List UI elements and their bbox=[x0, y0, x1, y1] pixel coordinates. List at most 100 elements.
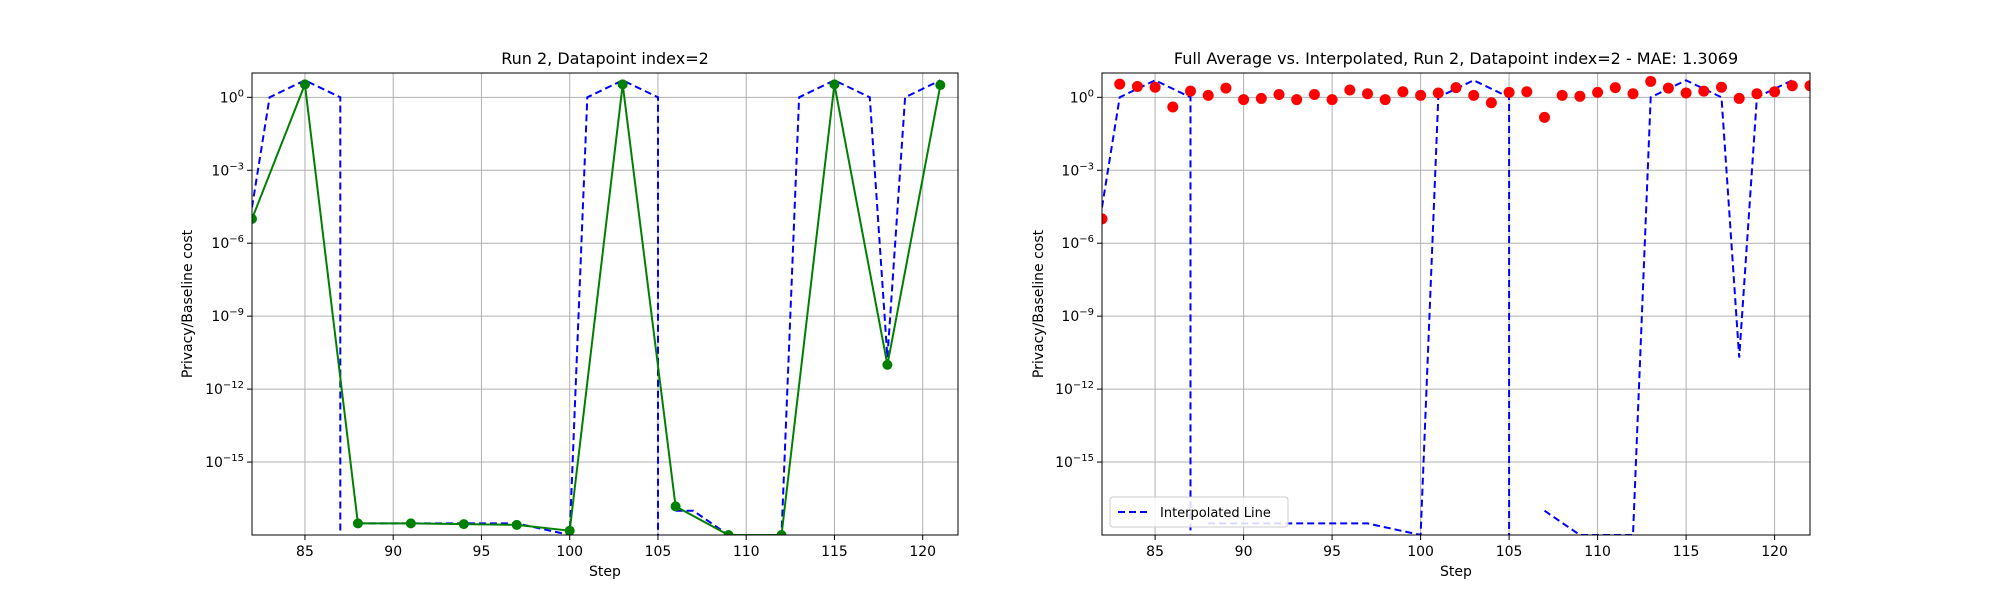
left-chart-x-axis-label: Step bbox=[589, 564, 621, 580]
right-chart-scatter-point-20 bbox=[1450, 82, 1462, 94]
right-chart-scatter-point-31 bbox=[1645, 75, 1657, 87]
left-chart-marker-1 bbox=[299, 79, 310, 90]
right-chart-y-axis-label: Privacy/Baseline cost bbox=[1031, 229, 1047, 378]
right-chart-x-tick-label-115: 115 bbox=[1673, 544, 1700, 560]
right-chart-scatter-point-4 bbox=[1167, 101, 1179, 113]
left-chart-x-tick-label-110: 110 bbox=[733, 544, 760, 560]
right-chart-x-tick-label-95: 95 bbox=[1323, 544, 1341, 560]
right-chart-x-axis-label: Step bbox=[1440, 564, 1472, 580]
right-chart-scatter-point-9 bbox=[1255, 92, 1267, 104]
right-chart-y-tick-label-4: 10−12 bbox=[1055, 380, 1094, 398]
right-chart-x-tick-label-100: 100 bbox=[1407, 544, 1434, 560]
left-chart-marker-5 bbox=[511, 519, 522, 530]
right-chart-scatter-point-17 bbox=[1397, 86, 1409, 98]
left-chart-marker-11 bbox=[829, 79, 840, 90]
right-chart-legend-box bbox=[1109, 496, 1289, 528]
left-chart-marker-8 bbox=[670, 501, 681, 512]
right-chart-scatter-point-24 bbox=[1521, 86, 1533, 98]
right-chart-scatter-point-19 bbox=[1432, 87, 1444, 99]
right-chart-scatter-point-38 bbox=[1769, 86, 1781, 98]
right-chart-scatter-point-32 bbox=[1662, 82, 1674, 94]
left-chart-marker-6 bbox=[564, 525, 575, 535]
right-chart-x-tick-label-90: 90 bbox=[1235, 544, 1253, 560]
right-chart-scatter-point-18 bbox=[1415, 89, 1427, 101]
left-chart-plot: 85 90 95 100 105 110 115 120 100 10−3 10−6 10−9 10−1… bbox=[205, 72, 959, 560]
right-chart-x-tick-label-85: 85 bbox=[1146, 544, 1164, 560]
right-chart-scatter-point-15 bbox=[1362, 88, 1373, 100]
right-chart-scatter-point-3 bbox=[1149, 81, 1161, 93]
right-chart-scatter-point-30 bbox=[1627, 88, 1639, 100]
right-chart-scatter-point-2 bbox=[1131, 80, 1143, 92]
right-chart: Full Average vs. Interpolated, Run 2, Da… bbox=[1031, 49, 1811, 580]
right-chart-scatter-point-28 bbox=[1592, 86, 1604, 98]
left-chart-x-tick-label-95: 95 bbox=[473, 544, 491, 560]
right-chart-scatter-point-21 bbox=[1468, 89, 1480, 101]
left-chart-title: Run 2, Datapoint index=2 bbox=[501, 49, 709, 68]
left-chart-marker-0 bbox=[252, 213, 257, 224]
left-chart-marker-2 bbox=[352, 518, 363, 529]
left-chart-dashed-line-segment-0 bbox=[252, 79, 342, 535]
left-chart-x-tick-label-90: 90 bbox=[384, 544, 402, 560]
right-chart-scatter-point-29 bbox=[1609, 82, 1621, 94]
left-chart-y-tick-label-2: 10−6 bbox=[211, 234, 244, 252]
right-chart-legend-label: Interpolated Line bbox=[1160, 506, 1271, 521]
left-chart-y-tick-label-5: 10−15 bbox=[205, 453, 244, 471]
right-chart-scatter-point-40 bbox=[1804, 80, 1810, 92]
right-chart-scatter-point-0 bbox=[1102, 213, 1108, 225]
left-chart-marker-3 bbox=[405, 518, 416, 529]
left-chart-marker-12 bbox=[882, 359, 893, 370]
left-chart-x-tick-label-85: 85 bbox=[296, 544, 314, 560]
left-chart-marker-7 bbox=[617, 79, 628, 90]
left-chart-y-tick-label-4: 10−12 bbox=[205, 380, 244, 398]
right-chart-scatter-point-5 bbox=[1185, 85, 1196, 97]
right-chart-scatter-point-34 bbox=[1698, 85, 1710, 97]
right-chart-x-tick-label-110: 110 bbox=[1584, 544, 1611, 560]
right-chart-dashed-line-segment-0 bbox=[1102, 79, 1192, 535]
right-chart-x-tick-label-105: 105 bbox=[1496, 544, 1523, 560]
right-chart-legend: Interpolated Line bbox=[1109, 496, 1289, 528]
right-chart-plot: 85 90 95 100 105 110 115 120 100 10−3 10−6 10−9 10−1… bbox=[1055, 72, 1811, 560]
left-chart-x-tick-label-105: 105 bbox=[645, 544, 672, 560]
left-chart-solid-line bbox=[252, 84, 942, 535]
right-chart-scatter-point-36 bbox=[1733, 92, 1745, 104]
right-chart-series bbox=[1102, 75, 1810, 535]
left-chart-x-tick-label-115: 115 bbox=[821, 544, 848, 560]
right-chart-scatter-point-1 bbox=[1114, 78, 1126, 90]
left-chart-marker-4 bbox=[458, 519, 469, 530]
right-chart-scatter-point-25 bbox=[1539, 111, 1550, 123]
right-chart-frame bbox=[1101, 72, 1811, 536]
right-chart-y-tick-label-5: 10−15 bbox=[1055, 453, 1094, 471]
left-chart-y-tick-label-1: 10−3 bbox=[211, 161, 244, 179]
right-chart-y-tick-label-3: 10−9 bbox=[1061, 307, 1094, 325]
right-chart-scatter-point-8 bbox=[1238, 94, 1250, 106]
right-chart-scatter-point-12 bbox=[1308, 89, 1320, 101]
left-chart-marker-10 bbox=[776, 530, 787, 535]
left-chart-dashed-line-segment-2 bbox=[675, 79, 941, 535]
right-chart-scatter-point-14 bbox=[1344, 84, 1356, 96]
right-chart-title: Full Average vs. Interpolated, Run 2, Da… bbox=[1174, 49, 1738, 68]
left-chart-y-tick-label-3: 10−9 bbox=[211, 307, 244, 325]
left-chart-y-tick-label-0: 100 bbox=[220, 88, 244, 106]
left-chart-x-tick-label-100: 100 bbox=[556, 544, 583, 560]
right-chart-scatter-point-39 bbox=[1786, 80, 1798, 92]
right-chart-scatter-point-13 bbox=[1326, 94, 1338, 106]
right-chart-y-tick-label-2: 10−6 bbox=[1061, 234, 1094, 252]
right-chart-scatter-point-27 bbox=[1574, 90, 1586, 102]
right-chart-scatter-point-23 bbox=[1503, 86, 1515, 98]
right-chart-y-tick-label-0: 100 bbox=[1070, 88, 1094, 106]
left-chart-x-tick-label-120: 120 bbox=[909, 544, 936, 560]
right-chart-dashed-line-segment-2 bbox=[1543, 79, 1793, 535]
right-chart-scatter-point-10 bbox=[1273, 89, 1285, 101]
right-chart-scatter-point-11 bbox=[1291, 94, 1303, 106]
right-chart-x-tick-label-120: 120 bbox=[1761, 544, 1788, 560]
left-chart-marker-13 bbox=[935, 80, 946, 91]
left-chart-series bbox=[252, 79, 946, 535]
right-chart-scatter-point-26 bbox=[1556, 89, 1568, 101]
right-chart-scatter-point-35 bbox=[1716, 81, 1727, 93]
left-chart: Run 2, Datapoint index=2 85 90 95 100 105 110… bbox=[180, 49, 959, 580]
right-chart-scatter-point-22 bbox=[1485, 97, 1497, 109]
left-chart-y-axis-label: Privacy/Baseline cost bbox=[180, 229, 196, 378]
right-chart-scatter-point-37 bbox=[1751, 88, 1763, 100]
left-chart-dashed-line-segment-1 bbox=[357, 79, 659, 535]
